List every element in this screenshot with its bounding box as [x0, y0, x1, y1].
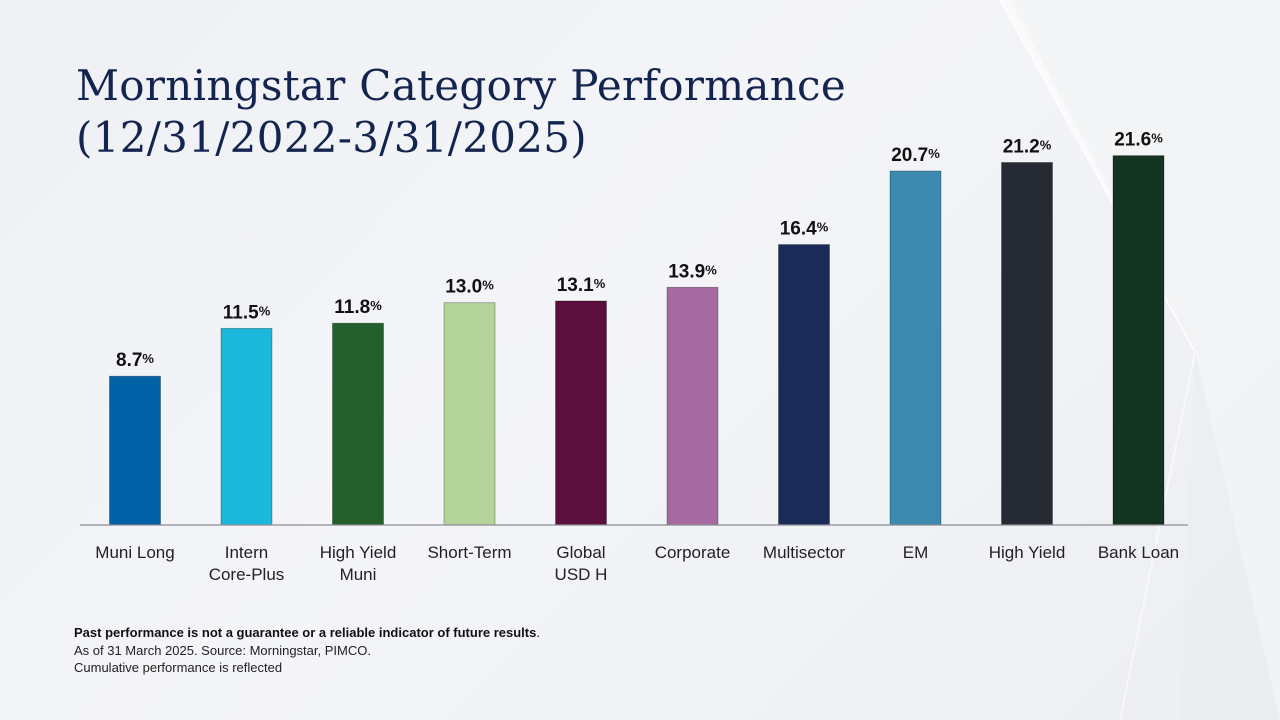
data-label-8: 21.2% — [1003, 136, 1052, 157]
page-title: Morningstar Category Performance (12/31/… — [76, 60, 846, 164]
data-label-1: 11.5% — [223, 302, 271, 323]
data-label-2: 11.8% — [334, 297, 382, 318]
bar-2 — [332, 322, 384, 526]
title-line-1: Morningstar Category Performance — [76, 61, 847, 110]
category-label-1: Intern Core-Plus — [209, 543, 285, 584]
data-label-3: 13.0% — [445, 277, 494, 298]
category-label-7: EM — [903, 543, 929, 562]
bar-6 — [778, 244, 830, 526]
bar-5 — [666, 286, 719, 526]
category-label-4: Global USD H — [555, 543, 608, 584]
data-label-6: 16.4% — [780, 219, 829, 240]
category-label-0: Muni Long — [95, 543, 174, 562]
bar-chart: 8.7% Muni Long 11.5% Intern Core-Plus 11.8% Hi… — [80, 130, 1188, 584]
bar-7 — [889, 170, 942, 526]
category-label-5: Corporate — [655, 543, 731, 562]
disclaimer-text: Past performance is not a guarantee or a… — [74, 625, 537, 640]
source-text: As of 31 March 2025. Source: Morningstar… — [74, 642, 371, 658]
category-label-8: High Yield — [989, 543, 1066, 562]
bar-0 — [109, 375, 161, 526]
bar-3 — [443, 302, 496, 526]
footnotes: Past performance is not a guarantee or a… — [74, 624, 540, 677]
cumulative-note: Cumulative performance is reflected — [74, 660, 283, 675]
category-label-9: Bank Loan — [1098, 543, 1179, 562]
title-line-2: (12/31/2022-3/31/2025) — [76, 113, 587, 162]
data-label-5: 13.9% — [668, 261, 717, 282]
bar-8 — [1001, 162, 1053, 526]
data-label-0: 8.7% — [116, 350, 154, 371]
data-label-4: 13.1% — [557, 275, 606, 296]
bar-9 — [1112, 155, 1165, 526]
category-label-6: Multisector — [763, 543, 846, 562]
disclaimer-line: Past performance is not a guarantee or a… — [74, 624, 540, 642]
bar-1 — [220, 327, 273, 526]
data-label-9: 21.6% — [1114, 130, 1163, 151]
bar-4 — [555, 300, 607, 526]
category-label-3: Short-Term — [427, 543, 511, 562]
category-label-2: High Yield Muni — [320, 543, 397, 584]
data-label-7: 20.7% — [891, 145, 940, 166]
disclaimer-period: . — [536, 625, 540, 640]
